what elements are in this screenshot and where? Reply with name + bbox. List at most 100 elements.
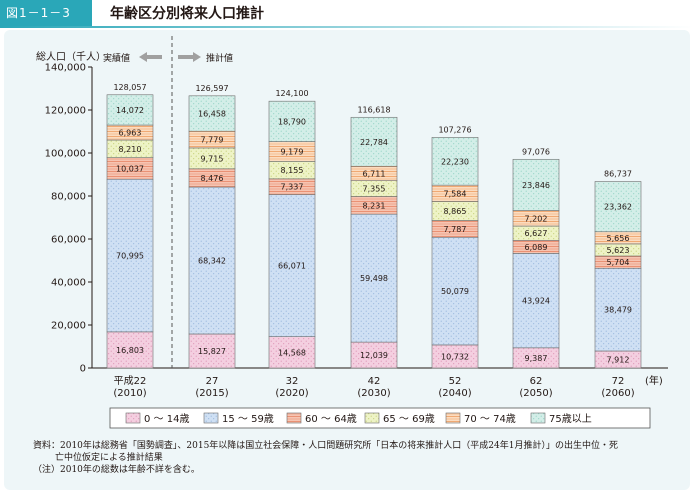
- total-label: 116,618: [357, 105, 390, 114]
- data-label: 7,355: [363, 185, 386, 194]
- chart-axes: 0 20,000 40,000 60,000 80,000 100,000 120,000 1…: [36, 36, 668, 387]
- bar-segment: [268, 100, 316, 142]
- x-tick-sublabel: (2010): [113, 388, 146, 399]
- data-label: 12,039: [360, 351, 388, 360]
- chart-labels: 16,803 70,995 10,037 8,210 6,963 14,072 128,05…: [113, 83, 634, 399]
- bar-segment: [350, 213, 398, 343]
- data-label: 7,202: [525, 214, 548, 223]
- data-label: 18,790: [278, 117, 306, 126]
- data-label: 22,230: [441, 157, 469, 166]
- chart-bars: [106, 94, 642, 369]
- legend-swatch: [125, 412, 141, 424]
- data-label: 9,715: [201, 154, 224, 163]
- data-label: 23,846: [522, 181, 550, 190]
- data-label: 15,827: [198, 347, 226, 356]
- data-label: 8,865: [444, 207, 467, 216]
- x-tick-sublabel: (2030): [357, 388, 390, 399]
- data-label: 8,210: [119, 145, 142, 154]
- data-label: 16,458: [198, 110, 226, 119]
- legend-swatch: [286, 412, 302, 424]
- bar-segment: [106, 178, 154, 333]
- bar-segment: [431, 137, 479, 186]
- bar-segment: [350, 341, 398, 369]
- x-axis-unit: (年): [645, 374, 663, 387]
- bar-segment: [512, 158, 560, 211]
- legend-swatch: [530, 412, 546, 424]
- total-label: 126,597: [195, 84, 228, 93]
- y-tick-label: 20,000: [51, 321, 86, 332]
- y-axis-title: 総人口（千人）: [36, 50, 106, 63]
- data-label: 22,784: [360, 138, 388, 147]
- data-label: 7,337: [281, 183, 304, 192]
- actual-arrow-icon: [139, 52, 162, 62]
- data-label: 6,627: [525, 229, 548, 238]
- data-label: 23,362: [604, 203, 632, 212]
- data-label: 8,231: [363, 201, 386, 210]
- data-label: 10,732: [441, 352, 469, 361]
- legend-label: 75歳以上: [549, 413, 592, 425]
- data-label: 8,155: [281, 166, 304, 175]
- note-line: （注）2010年の総数は年齢不詳を含む。: [33, 465, 200, 475]
- total-label: 97,076: [522, 147, 550, 156]
- data-label: 10,037: [116, 164, 144, 173]
- x-tick-sublabel: (2020): [275, 388, 308, 399]
- data-label: 16,803: [116, 346, 144, 355]
- page-title: 年齢区分別将来人口推計: [110, 6, 264, 22]
- data-label: 38,479: [604, 306, 632, 315]
- data-label: 7,779: [201, 136, 224, 145]
- data-label: 14,568: [278, 348, 306, 357]
- total-label: 86,737: [604, 170, 632, 179]
- source-note-line1: 資料：2010年は総務省「国勢調査」、2015年以降は国立社会保障・人口問題研究…: [33, 441, 618, 451]
- x-tick-label: 62: [530, 376, 543, 387]
- legend-swatch: [364, 412, 380, 424]
- legend-label: 15 ～ 59歳: [222, 413, 274, 425]
- data-label: 8,476: [201, 174, 224, 183]
- y-tick-label: 60,000: [51, 235, 86, 246]
- data-label: 68,342: [198, 257, 226, 266]
- x-tick-sublabel: (2015): [195, 388, 228, 399]
- projected-label: 推計値: [206, 52, 233, 64]
- bar-segment: [188, 95, 236, 132]
- bar-segment: [106, 331, 154, 369]
- chart-legend: 0 ～ 14歳 15 ～ 59歳 60 ～ 64歳 65 ～ 69歳 70 ～ 74歳 7…: [109, 407, 651, 429]
- legend-label: 65 ～ 69歳: [383, 413, 435, 425]
- legend-label: 60 ～ 64歳: [305, 413, 357, 425]
- figure-number: 図1－1－3: [0, 0, 92, 26]
- legend-label: 0 ～ 14歳: [144, 413, 189, 425]
- data-label: 5,656: [607, 234, 630, 243]
- bar-segment: [594, 267, 642, 352]
- total-label: 128,057: [113, 83, 146, 92]
- data-label: 43,924: [522, 297, 550, 306]
- bar-segment: [268, 336, 316, 369]
- bar-segment: [268, 194, 316, 337]
- bar-segment: [188, 186, 236, 335]
- data-label: 6,711: [363, 169, 386, 178]
- bar-segment: [350, 116, 398, 167]
- data-label: 6,963: [119, 129, 142, 138]
- x-tick-sublabel: (2050): [519, 388, 552, 399]
- data-label: 5,623: [607, 246, 630, 255]
- data-label: 7,787: [444, 225, 467, 234]
- bar-segment: [106, 94, 154, 126]
- data-label: 66,071: [278, 262, 306, 271]
- bar-segment: [594, 181, 642, 233]
- data-label: 7,912: [607, 355, 630, 364]
- x-tick-sublabel: (2040): [438, 388, 471, 399]
- legend-label: 70 ～ 74歳: [464, 413, 516, 425]
- data-label: 7,584: [444, 189, 467, 198]
- data-label: 50,079: [441, 287, 469, 296]
- data-label: 14,072: [116, 106, 144, 115]
- x-tick-label: 42: [368, 376, 381, 387]
- data-label: 9,387: [525, 354, 548, 363]
- x-tick-sublabel: (2060): [601, 388, 634, 399]
- data-label: 70,995: [116, 252, 144, 261]
- legend-swatch: [445, 412, 461, 424]
- y-tick-label: 0: [80, 364, 86, 375]
- actual-label: 実績値: [103, 52, 130, 64]
- x-tick-label: 72: [612, 376, 625, 387]
- y-tick-label: 80,000: [51, 192, 86, 203]
- x-tick-label: 32: [286, 376, 299, 387]
- y-tick-label: 40,000: [51, 278, 86, 289]
- data-label: 6,089: [525, 243, 548, 252]
